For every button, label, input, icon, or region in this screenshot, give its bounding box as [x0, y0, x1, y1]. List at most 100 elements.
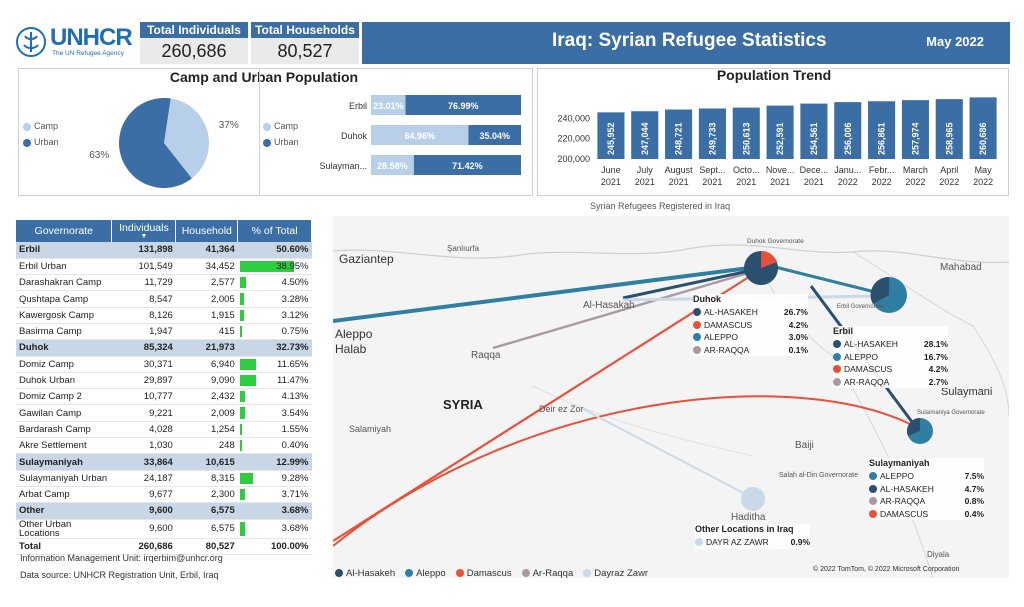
col-household[interactable]: Household	[175, 220, 239, 242]
table-row[interactable]: Domiz Camp 30,371 6,940 11.65%	[16, 356, 312, 373]
cell-household: 6,575	[175, 502, 238, 520]
pie-data-label: 63%	[89, 150, 109, 161]
map-title: Syrian Refugees Registered in Iraq	[590, 201, 731, 211]
map-label: Haditha	[731, 512, 766, 523]
pct-value: 11.47%	[276, 375, 309, 387]
map-label: Aleppo	[335, 327, 373, 341]
table-row[interactable]: Bardarash Camp 4,028 1,254 1.55%	[16, 421, 312, 439]
col-individuals[interactable]: Individuals ▼	[111, 220, 177, 242]
trend-bar[interactable]	[834, 102, 862, 159]
table-row[interactable]: Sulaymaniyah Urban 24,187 8,315 9.28%	[16, 470, 312, 487]
cell-name: Sulaymaniyah	[16, 453, 112, 471]
x-tick-label: 2022	[939, 177, 959, 187]
trend-bar[interactable]	[901, 100, 929, 159]
pct-bar	[239, 325, 242, 338]
pie-slice-camp[interactable]	[164, 98, 209, 179]
table-group-row[interactable]: Sulaymaniyah 33,864 10,615 12.99%	[16, 453, 312, 471]
origin-pct: 0.1%	[788, 344, 808, 355]
erbil-pie-slice	[870, 276, 889, 304]
legend-swatch	[263, 138, 271, 147]
col-governorate[interactable]: Governorate	[16, 220, 113, 242]
bar-camp[interactable]	[371, 95, 406, 115]
trend-bar[interactable]	[665, 109, 693, 159]
haditha-pie[interactable]	[741, 487, 765, 511]
table-row[interactable]: Duhok Urban 29,897 9,090 11.47%	[16, 372, 312, 390]
cell-pct-total: 3.28%	[237, 290, 312, 308]
origin-pct: 28.1%	[923, 339, 948, 350]
table-group-row[interactable]: Duhok 85,324 21,973 32.73%	[16, 339, 312, 357]
x-tick-label: Dece...	[800, 165, 829, 175]
trend-bar[interactable]	[698, 108, 726, 159]
legend-swatch	[833, 352, 841, 361]
table-row[interactable]: Domiz Camp 2 10,777 2,432 4.13%	[16, 388, 312, 406]
legend-title: Sulaymaniyah	[869, 458, 930, 468]
origin-pct: 0.4%	[964, 508, 984, 519]
table-row[interactable]: Arbat Camp 9,677 2,300 3.71%	[16, 486, 312, 504]
trend-bar[interactable]	[732, 107, 760, 159]
legend-row: ALEPPO 3.0%	[693, 331, 808, 344]
pie-slice-urban[interactable]	[118, 97, 192, 188]
table-row[interactable]: Darashakran Camp 11,729 2,577 4.50%	[16, 274, 312, 292]
cell-household: 1,254	[175, 421, 238, 439]
bar-urban[interactable]	[468, 125, 521, 145]
table-row[interactable]: Kawergosk Camp 8,126 1,915 3.12%	[16, 307, 312, 324]
trend-bar[interactable]	[800, 103, 828, 159]
trend-bar[interactable]	[597, 112, 625, 159]
trend-bar[interactable]	[935, 99, 963, 159]
x-tick-label: 2021	[635, 177, 655, 187]
pie-data-label: 37%	[219, 120, 239, 131]
border-line	[852, 251, 1009, 417]
pct-value: 50.60%	[276, 244, 309, 256]
table-row[interactable]: Other Urban Locations 9,600 6,575 3.68%	[16, 519, 312, 539]
cell-name: Duhok	[16, 339, 112, 357]
kpi-value: 260,686	[140, 38, 248, 64]
kpi-value: 80,527	[251, 38, 359, 64]
cell-individuals: 101,549	[111, 258, 176, 276]
sulaymaniyah-pie-slice	[907, 418, 920, 436]
table-row[interactable]: Akre Settlement 1,030 248 0.40%	[16, 437, 312, 455]
col-pct-total[interactable]: % of Total	[237, 220, 312, 242]
legend-swatch	[455, 569, 464, 578]
bar-urban[interactable]	[413, 155, 521, 175]
map-label: Şanlıurfa	[447, 244, 480, 253]
table-row[interactable]: Basirma Camp 1,947 415 0.75%	[16, 323, 312, 341]
bar-camp[interactable]	[371, 125, 469, 145]
trend-bar[interactable]	[766, 105, 794, 159]
x-tick-label: 2021	[601, 177, 621, 187]
origin-legend-item[interactable]: Dayraz Zawr	[583, 568, 648, 579]
bar-data-label: 23.01%	[373, 101, 404, 111]
table-group-row[interactable]: Erbil 131,898 41,364 50.60%	[16, 242, 312, 259]
bar-camp[interactable]	[371, 155, 414, 175]
cell-name: Gawilan Camp	[16, 404, 112, 422]
legend-row: AL-HASAKEH 26.7%	[693, 306, 808, 319]
trend-data-label: 256,861	[877, 122, 887, 155]
table-group-row[interactable]: Other 9,600 6,575 3.68%	[16, 502, 312, 520]
origin-legend-item[interactable]: Al-Hasakeh	[335, 568, 395, 579]
refugee-map[interactable]: Gaziantep Şanlıurfa Aleppo Halab Raqqa A…	[333, 216, 1009, 578]
cell-individuals: 8,126	[111, 307, 176, 324]
cell-individuals: 33,864	[111, 453, 176, 471]
pct-value: 3.28%	[281, 293, 309, 305]
table-total-row[interactable]: Total 260,686 80,527 100.00%	[16, 538, 312, 555]
cell-pct-total: 38.95%	[237, 258, 312, 276]
pct-value: 0.75%	[281, 326, 309, 338]
table-row[interactable]: Gawilan Camp 9,221 2,009 3.54%	[16, 404, 312, 422]
pct-value: 3.71%	[281, 489, 309, 501]
trend-bar[interactable]	[631, 111, 659, 159]
origin-name: DAMASCUS	[704, 319, 753, 330]
title-banner: Iraq: Syrian Refugee Statistics May 2022	[362, 22, 1010, 64]
table-row[interactable]: Qushtapa Camp 8,547 2,005 3.28%	[16, 290, 312, 308]
trend-bar[interactable]	[969, 97, 997, 159]
map-label: Al-Hasakah	[583, 300, 635, 311]
map-base	[333, 244, 1009, 578]
table-row[interactable]: Erbil Urban 101,549 34,452 38.95%	[16, 258, 312, 276]
camp-urban-pie: 37% 63%	[89, 97, 239, 188]
origin-legend-item[interactable]: Damascus	[455, 568, 512, 579]
origin-legend-item[interactable]: Aleppo	[405, 568, 446, 579]
bar-urban[interactable]	[405, 95, 521, 115]
pct-bar	[239, 407, 245, 419]
trend-bar[interactable]	[868, 101, 896, 159]
pct-bar	[239, 521, 245, 536]
origin-legend-item[interactable]: Ar-Raqqa	[521, 568, 573, 579]
legend-row: AL-HASAKEH 28.1%	[833, 338, 948, 351]
